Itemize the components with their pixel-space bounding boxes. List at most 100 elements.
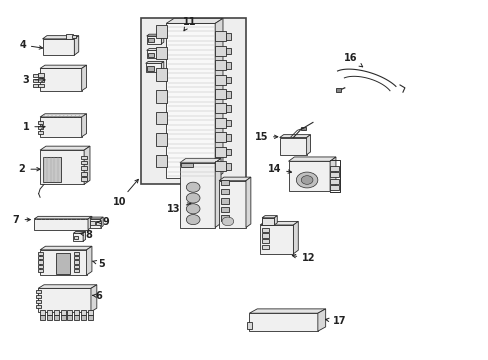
Bar (74, 260, 79, 264)
Polygon shape (34, 216, 92, 219)
Bar (221, 180, 228, 185)
Bar (221, 198, 228, 204)
Bar (88, 315, 93, 320)
Text: 16: 16 (343, 53, 362, 67)
Bar (246, 322, 251, 329)
Bar (38, 265, 42, 268)
Polygon shape (260, 221, 298, 225)
Bar (81, 177, 86, 181)
Bar (156, 90, 167, 103)
Bar (38, 84, 43, 87)
Bar (66, 34, 73, 39)
Bar (147, 53, 153, 57)
Bar (225, 105, 230, 112)
Bar (96, 221, 101, 225)
Bar (225, 163, 230, 170)
Polygon shape (279, 135, 310, 138)
Polygon shape (83, 231, 85, 241)
Text: 9: 9 (97, 217, 109, 227)
Bar (81, 310, 86, 315)
Bar (74, 252, 79, 255)
Circle shape (186, 182, 200, 192)
Circle shape (222, 217, 233, 226)
Circle shape (186, 215, 200, 225)
Polygon shape (219, 181, 245, 228)
Bar (36, 290, 41, 293)
Bar (262, 218, 274, 225)
Bar (215, 118, 225, 128)
Polygon shape (40, 246, 92, 250)
Bar (215, 103, 225, 113)
Polygon shape (101, 217, 103, 228)
Bar (47, 310, 52, 315)
Bar (147, 38, 153, 42)
Bar (329, 185, 338, 190)
Polygon shape (215, 158, 221, 228)
Text: 5: 5 (92, 258, 104, 269)
Text: 6: 6 (92, 291, 102, 301)
Bar (38, 252, 42, 255)
Circle shape (186, 193, 200, 203)
Bar (225, 33, 230, 40)
Bar (225, 134, 230, 141)
Polygon shape (180, 158, 221, 163)
Polygon shape (88, 216, 92, 230)
Text: 1: 1 (22, 122, 45, 132)
Polygon shape (329, 157, 335, 191)
Bar (225, 91, 230, 98)
Polygon shape (73, 233, 83, 241)
Polygon shape (245, 177, 250, 228)
Bar (156, 155, 167, 167)
Text: 7: 7 (13, 215, 30, 225)
Polygon shape (145, 63, 161, 72)
Bar (47, 315, 52, 320)
Bar (225, 120, 230, 126)
Text: 12: 12 (292, 253, 315, 264)
Bar (261, 239, 268, 243)
Polygon shape (274, 216, 277, 225)
Circle shape (301, 176, 312, 184)
Bar (261, 245, 268, 249)
Polygon shape (34, 219, 88, 230)
Text: 3: 3 (22, 75, 45, 85)
Bar (33, 84, 38, 87)
Bar (74, 256, 79, 259)
Polygon shape (84, 146, 90, 184)
Polygon shape (306, 135, 310, 155)
Polygon shape (161, 34, 163, 44)
Bar (38, 269, 42, 272)
Bar (156, 68, 167, 81)
Polygon shape (40, 146, 90, 150)
Bar (329, 166, 338, 171)
Bar (215, 31, 225, 41)
Bar (215, 89, 225, 99)
Polygon shape (73, 231, 85, 233)
Bar (225, 149, 230, 155)
Bar (181, 163, 193, 167)
Bar (141, 18, 245, 184)
Bar (38, 126, 42, 129)
Polygon shape (262, 216, 277, 218)
Bar (90, 221, 95, 225)
Bar (156, 133, 167, 146)
Bar (81, 166, 86, 170)
Text: 11: 11 (183, 17, 197, 31)
Polygon shape (215, 18, 223, 178)
Bar (74, 315, 79, 320)
Polygon shape (317, 309, 325, 331)
Bar (36, 295, 41, 298)
Bar (225, 77, 230, 83)
Bar (38, 78, 43, 82)
Polygon shape (146, 50, 161, 58)
Bar (36, 300, 41, 303)
Polygon shape (288, 157, 335, 161)
Polygon shape (40, 150, 84, 184)
Polygon shape (288, 161, 329, 191)
Bar (156, 47, 167, 59)
Bar (88, 310, 93, 315)
Bar (215, 60, 225, 70)
Bar (61, 310, 65, 315)
Bar (156, 25, 167, 38)
Polygon shape (260, 225, 293, 254)
Polygon shape (219, 177, 250, 181)
